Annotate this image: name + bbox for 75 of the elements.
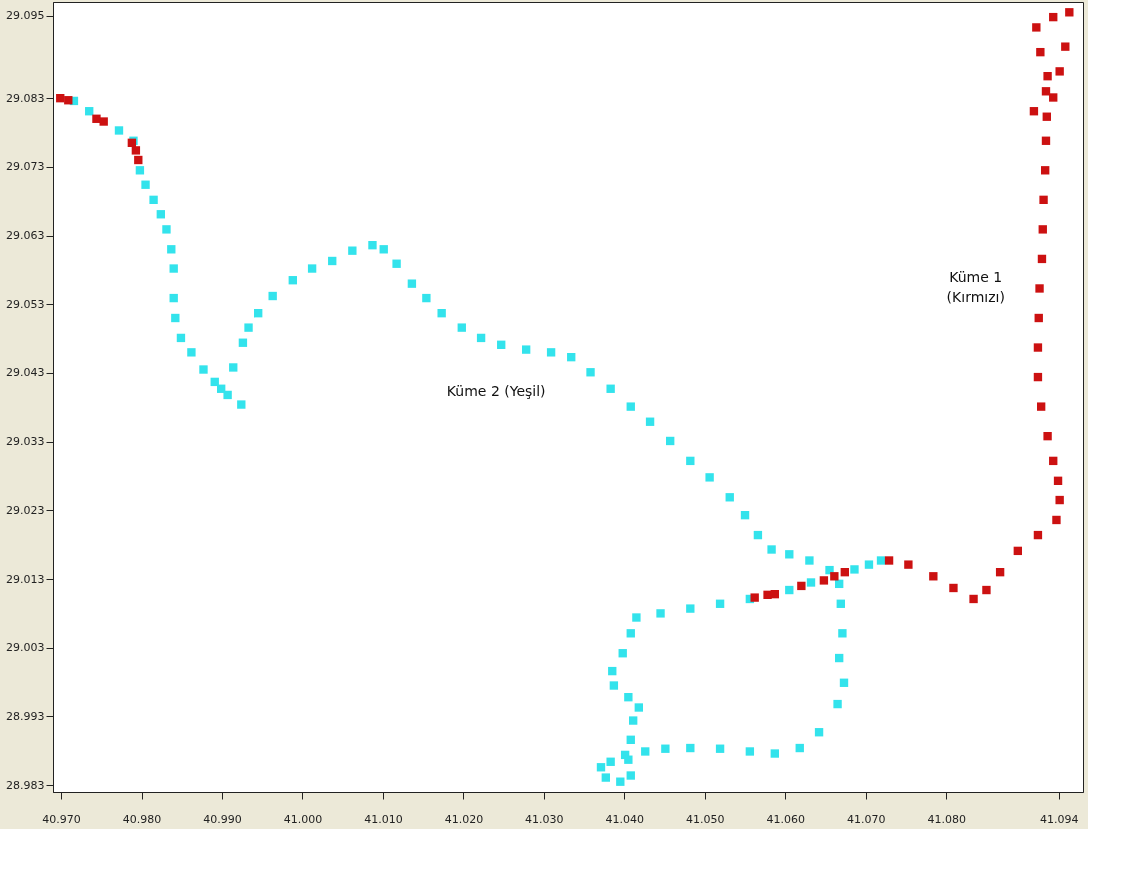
point [1033,530,1043,540]
point [1053,476,1063,485]
y-tick-label: 29.053 [6,297,45,311]
x-tick-label: 40.980 [122,812,162,826]
point [134,155,143,165]
point [904,560,913,569]
x-tick-label: 41.000 [283,812,323,826]
point [1052,515,1061,525]
point [995,567,1005,577]
point [1055,495,1064,505]
point [131,146,141,155]
point [56,93,65,103]
y-tick-label: 29.073 [6,160,45,174]
point [1041,87,1051,96]
x-tick-label: 40.970 [42,812,81,826]
x-tick-label: 41.030 [525,812,564,826]
x-tick-label: 41.010 [364,812,403,826]
y-tick-label: 29.095 [6,9,45,23]
point [1033,343,1043,352]
point [1036,47,1045,57]
point [830,572,839,581]
point [884,556,894,565]
point [1033,372,1043,382]
point [1061,42,1070,51]
point [1041,136,1051,145]
point [819,576,829,585]
point [64,96,73,105]
point [770,589,779,599]
y-tick-label: 29.063 [6,229,45,243]
point [1049,93,1058,102]
y-tick-label: 28.983 [6,778,45,792]
x-tick-label: 41.080 [927,812,966,826]
x-tick-label: 40.990 [203,812,242,826]
x-tick-label: 41.060 [766,812,806,826]
x-tick-label: 41.094 [1040,812,1079,826]
point [1035,284,1044,293]
point [1049,12,1058,22]
point [1036,402,1046,411]
y-tick-label: 29.043 [6,366,45,380]
series-label: Küme 2 (Yeşil) [446,383,546,400]
x-tick-label: 41.050 [686,812,725,826]
point [1043,431,1052,441]
point [1065,8,1074,17]
point [92,114,101,123]
point [1039,195,1048,205]
point [99,117,108,126]
point [1034,313,1043,323]
x-tick-label: 41.070 [846,812,886,826]
y-tick-label: 29.003 [6,641,45,655]
point [1013,546,1022,556]
point [982,585,991,595]
point [1037,254,1047,264]
x-tick-label: 41.040 [605,812,645,826]
y-tick-label: 29.013 [6,572,45,586]
point [1038,225,1047,234]
point [797,581,806,591]
point [949,583,958,593]
point [1029,107,1039,116]
point [840,567,849,577]
point [1041,166,1050,175]
point [1032,23,1041,32]
point [763,590,772,600]
point [1042,112,1051,121]
point [1049,456,1058,466]
y-tick-label: 28.993 [6,709,45,723]
x-tick-label: 41.020 [444,812,484,826]
point [1043,72,1052,81]
y-tick-label: 29.083 [6,91,45,105]
point [929,572,938,581]
y-tick-label: 29.023 [6,503,45,517]
point [969,594,978,604]
point [750,593,759,602]
y-tick-label: 29.033 [6,435,45,449]
point [1055,67,1064,76]
text: Küme 1 (Kırmızı) [946,269,1005,305]
